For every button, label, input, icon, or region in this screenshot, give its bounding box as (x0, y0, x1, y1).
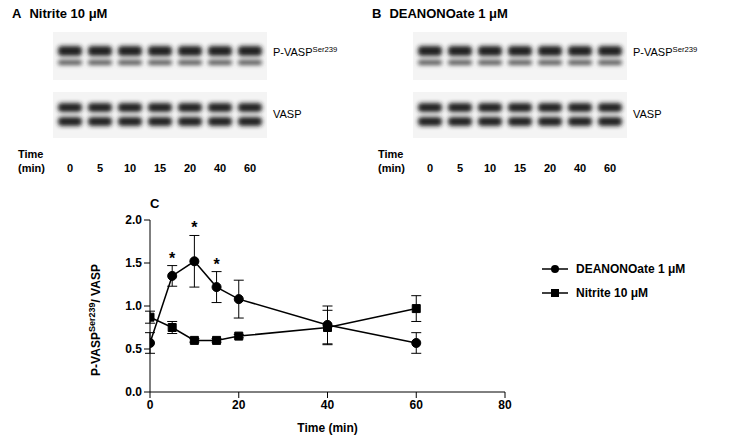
svg-text:Time: Time (378, 148, 403, 160)
svg-text:0.5: 0.5 (125, 342, 142, 356)
svg-text:(min): (min) (378, 162, 405, 174)
svg-text:5: 5 (97, 162, 103, 174)
svg-text:(min): (min) (18, 162, 45, 174)
svg-text:10: 10 (124, 162, 136, 174)
svg-text:0: 0 (67, 162, 73, 174)
svg-text:40: 40 (321, 398, 335, 412)
svg-text:60: 60 (244, 162, 256, 174)
svg-text:VASP: VASP (273, 108, 302, 120)
svg-text:2.0: 2.0 (125, 213, 142, 227)
svg-text:20: 20 (184, 162, 196, 174)
svg-text:VASP: VASP (633, 108, 662, 120)
svg-text:40: 40 (574, 162, 586, 174)
svg-text:5: 5 (457, 162, 463, 174)
svg-text:1.5: 1.5 (125, 256, 142, 270)
svg-text:10: 10 (484, 162, 496, 174)
svg-text:15: 15 (154, 162, 166, 174)
svg-text:Time: Time (18, 148, 43, 160)
html-text:Ser239: Ser239 (87, 302, 97, 333)
svg-text:BDEANONOate 1 μM: BDEANONOate 1 μM (372, 6, 508, 21)
svg-text:Time (min): Time (min) (297, 421, 357, 435)
svg-text:P-VASPSer239: P-VASPSer239 (273, 45, 337, 58)
svg-text:*: * (191, 219, 198, 236)
svg-text:40: 40 (214, 162, 226, 174)
svg-text:*: * (213, 256, 220, 273)
html-text:P-VASP: P-VASP (89, 332, 103, 376)
html-text:/ VASP: / VASP (89, 264, 103, 303)
svg-text:ANitrite 10 μM: ANitrite 10 μM (12, 6, 107, 21)
svg-text:80: 80 (498, 398, 512, 412)
html-text:DEANONOate 1 μM: DEANONOate 1 μM (576, 262, 686, 276)
html-text:C: C (150, 196, 160, 211)
html-text:Nitrite 10 μM: Nitrite 10 μM (576, 286, 648, 300)
svg-text:P-VASPSer239: P-VASPSer239 (633, 45, 697, 58)
svg-text:60: 60 (604, 162, 616, 174)
svg-text:*: * (169, 250, 176, 267)
svg-text:20: 20 (544, 162, 556, 174)
svg-text:15: 15 (514, 162, 526, 174)
svg-text:1.0: 1.0 (125, 299, 142, 313)
svg-text:60: 60 (410, 398, 424, 412)
svg-text:20: 20 (232, 398, 246, 412)
svg-text:0: 0 (147, 398, 154, 412)
svg-text:0.0: 0.0 (125, 385, 142, 399)
svg-text:0: 0 (427, 162, 433, 174)
